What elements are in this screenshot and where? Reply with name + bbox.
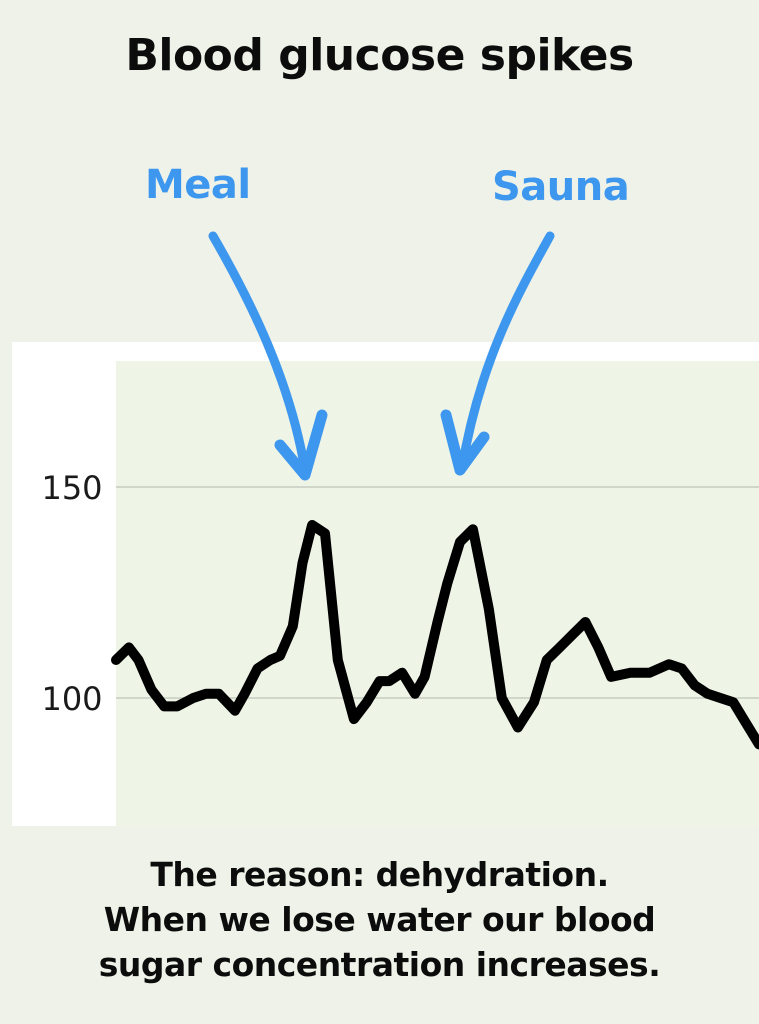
caption: The reason: dehydration. When we lose wa…	[0, 852, 759, 987]
caption-line-3: sugar concentration increases.	[98, 945, 661, 984]
sauna-annotation-label: Sauna	[492, 164, 630, 210]
y-tick-label-150: 150	[41, 469, 102, 507]
y-axis-ticks: 100 150	[41, 469, 102, 718]
chart-title: Blood glucose spikes	[125, 30, 634, 81]
line-chart: 100 150	[41, 361, 759, 826]
y-tick-label-100: 100	[41, 680, 102, 718]
series-layer	[111, 520, 759, 750]
meal-annotation-label: Meal	[145, 162, 251, 208]
plot-area	[116, 361, 759, 826]
chart-panel: 100 150	[12, 342, 759, 826]
caption-line-1: The reason: dehydration.	[150, 855, 609, 894]
caption-line-2: When we lose water our blood	[103, 900, 656, 939]
glucose-series-line	[111, 520, 759, 750]
